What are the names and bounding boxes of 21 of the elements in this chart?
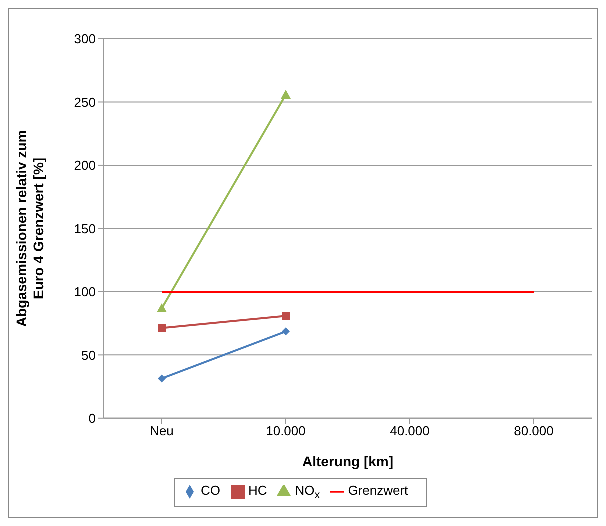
y-tick-label: 200	[74, 158, 96, 174]
x-tick-label: 40.000	[390, 424, 430, 439]
legend-label: NO$_{x}$	[295, 483, 320, 502]
legend-label: HC	[248, 483, 268, 498]
y-tick-label: 150	[74, 221, 96, 236]
legend-label: Grenzwert	[348, 483, 408, 498]
point	[158, 374, 166, 383]
y-tick-label: 250	[74, 94, 96, 110]
point	[158, 324, 166, 332]
x-tick-label: Neu	[150, 424, 174, 439]
x-tick-label: 80.000	[514, 424, 554, 439]
y-tick-label: 100	[74, 284, 96, 300]
point	[282, 328, 290, 336]
y-tick-label: 0	[88, 411, 96, 426]
x-axis-title: Alterung [km]	[302, 453, 394, 470]
point	[282, 312, 290, 320]
y-tick-label: 50	[82, 348, 96, 363]
y-tick-label: 300	[74, 32, 96, 47]
x-tick-label: 10.000	[266, 424, 306, 439]
legend-label: CO	[201, 483, 220, 498]
y-axis-title: Abgasemissionen relativ zum Euro 4 Grenzwert [%]	[14, 130, 46, 328]
